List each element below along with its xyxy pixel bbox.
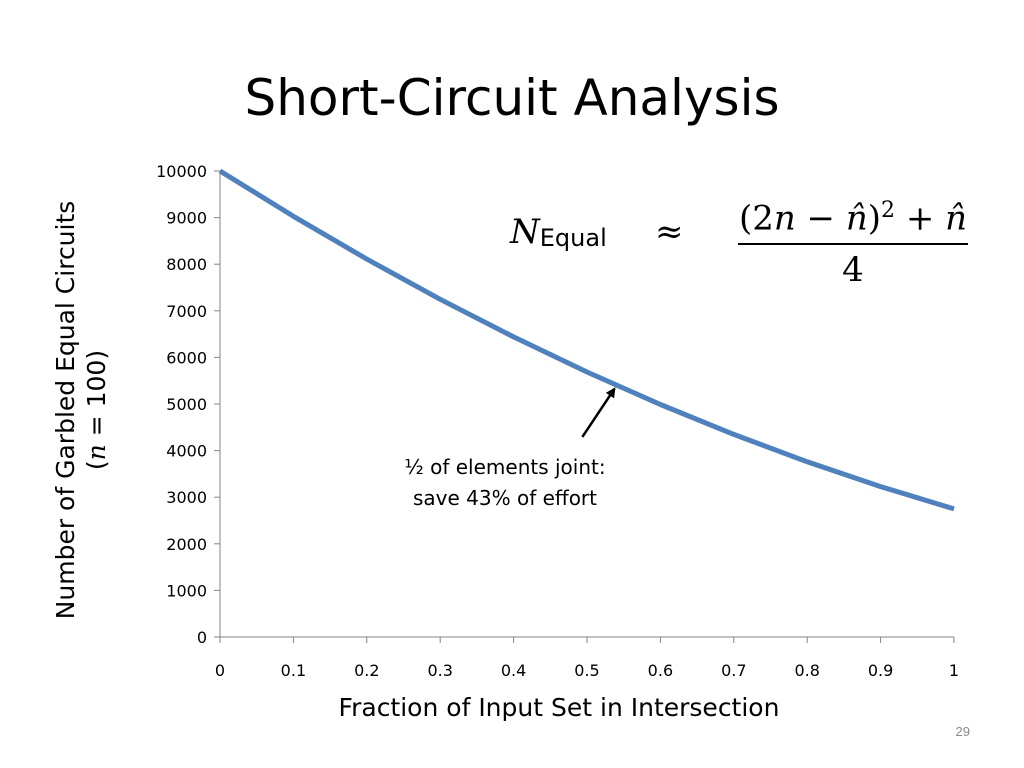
x-tick-label: 1	[949, 661, 959, 680]
y-tick-label: 7000	[166, 302, 207, 321]
y-tick-label: 2000	[166, 535, 207, 554]
equal-circuits-formula: NEqual ≈ (2n − n̂)2 + n̂ 4	[500, 190, 980, 290]
y-tick-label: 3000	[166, 488, 207, 507]
x-axis-title: Fraction of Input Set in Intersection	[339, 693, 780, 722]
formula-fraction: (2n − n̂)2 + n̂ 4	[738, 190, 968, 289]
formula-n-symbol: N	[510, 212, 540, 252]
y-axis-title-line2: (n = 100)	[82, 349, 111, 471]
chart-annotation: ½ of elements joint: save 43% of effort	[350, 452, 660, 514]
formula-approx: ≈	[655, 212, 684, 252]
x-tick-label: 0	[215, 661, 225, 680]
y-tick-label: 5000	[166, 395, 207, 414]
y-tick-label: 9000	[166, 209, 207, 228]
formula-subscript: Equal	[539, 224, 607, 252]
y-tick-label: 6000	[166, 348, 207, 367]
y-tick-label: 8000	[166, 255, 207, 274]
annotation-arrow	[581, 387, 616, 438]
x-tick-label: 0.1	[281, 661, 306, 680]
x-tick-label: 0.3	[427, 661, 452, 680]
y-tick-label: 4000	[166, 442, 207, 461]
y-tick-label: 0	[197, 628, 207, 647]
x-tick-label: 0.9	[868, 661, 893, 680]
x-tick-label: 0.5	[574, 661, 599, 680]
x-tick-label: 0.8	[794, 661, 819, 680]
series-line	[218, 168, 955, 512]
chart-series	[218, 168, 955, 512]
formula-denominator: 4	[842, 250, 864, 291]
x-tick-label: 0.6	[648, 661, 673, 680]
formula-numerator: (2n − n̂)2 + n̂	[738, 198, 968, 239]
y-tick-label: 10000	[156, 162, 207, 181]
formula-fraction-bar	[738, 243, 968, 246]
x-tick-label: 0.2	[354, 661, 379, 680]
slide-title: Short-Circuit Analysis	[244, 69, 780, 127]
y-tick-label: 1000	[166, 581, 207, 600]
x-tick-label: 0.4	[501, 661, 526, 680]
annotation-line-1: ½ of elements joint:	[404, 455, 606, 479]
page-number: 29	[955, 724, 970, 739]
chart-ticks: 0100020003000400050006000700080009000100…	[156, 162, 959, 680]
x-tick-label: 0.7	[721, 661, 746, 680]
y-axis-title-line1: Number of Garbled Equal Circuits	[51, 200, 80, 620]
annotation-line-2: save 43% of effort	[412, 486, 597, 510]
